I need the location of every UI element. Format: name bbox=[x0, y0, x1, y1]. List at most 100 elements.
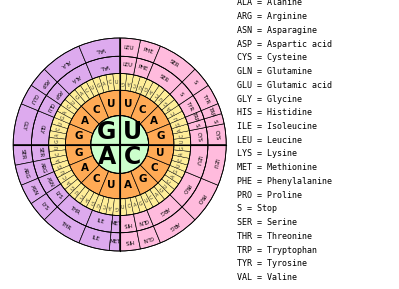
Wedge shape bbox=[120, 73, 126, 90]
Text: ASP: ASP bbox=[39, 77, 50, 88]
Text: A: A bbox=[127, 80, 131, 85]
Text: C: C bbox=[127, 204, 131, 209]
Text: C: C bbox=[66, 104, 72, 110]
Text: G: G bbox=[75, 131, 83, 141]
Wedge shape bbox=[145, 82, 159, 99]
Wedge shape bbox=[120, 116, 148, 144]
Wedge shape bbox=[174, 138, 191, 144]
Wedge shape bbox=[146, 144, 174, 165]
Text: ASN: ASN bbox=[45, 176, 54, 188]
Wedge shape bbox=[162, 99, 179, 114]
Wedge shape bbox=[130, 75, 140, 92]
Wedge shape bbox=[69, 183, 85, 199]
Text: U: U bbox=[124, 99, 132, 109]
Text: ALA: ALA bbox=[60, 58, 71, 68]
Text: C: C bbox=[178, 158, 183, 162]
Wedge shape bbox=[179, 95, 201, 117]
Wedge shape bbox=[93, 77, 104, 95]
Text: S: S bbox=[178, 91, 184, 97]
Text: A: A bbox=[66, 179, 72, 185]
Text: G: G bbox=[138, 201, 143, 206]
Wedge shape bbox=[140, 155, 170, 183]
Text: ARG: ARG bbox=[168, 220, 180, 231]
Text: LYS: LYS bbox=[53, 190, 63, 200]
Text: C: C bbox=[154, 91, 160, 97]
Text: G: G bbox=[159, 188, 165, 194]
Wedge shape bbox=[49, 131, 67, 139]
Wedge shape bbox=[86, 210, 113, 232]
Text: ALA = Alanine: ALA = Alanine bbox=[237, 0, 302, 8]
Text: S: S bbox=[211, 118, 217, 123]
Text: U: U bbox=[70, 99, 76, 105]
Text: ASP: ASP bbox=[53, 88, 63, 99]
Wedge shape bbox=[135, 194, 147, 212]
Wedge shape bbox=[79, 38, 120, 63]
Text: C: C bbox=[170, 110, 176, 115]
Text: ARG: ARG bbox=[22, 166, 31, 179]
Text: G: G bbox=[70, 184, 76, 190]
Text: C: C bbox=[150, 163, 158, 173]
Text: C: C bbox=[102, 202, 107, 208]
Text: GLY: GLY bbox=[38, 124, 45, 134]
Wedge shape bbox=[44, 207, 86, 243]
Wedge shape bbox=[49, 144, 66, 151]
Wedge shape bbox=[131, 165, 158, 194]
Wedge shape bbox=[50, 124, 68, 134]
Text: C: C bbox=[179, 133, 184, 137]
Wedge shape bbox=[109, 232, 120, 251]
Text: U: U bbox=[60, 168, 66, 174]
Wedge shape bbox=[150, 186, 165, 203]
Text: G: G bbox=[90, 198, 96, 204]
Wedge shape bbox=[173, 131, 190, 139]
Text: TRP = Tryptophan: TRP = Tryptophan bbox=[237, 246, 318, 255]
Text: PHE: PHE bbox=[137, 64, 148, 72]
Wedge shape bbox=[65, 124, 93, 144]
Wedge shape bbox=[120, 231, 140, 251]
Wedge shape bbox=[158, 94, 175, 110]
Wedge shape bbox=[79, 226, 111, 251]
Wedge shape bbox=[113, 73, 120, 90]
Text: A: A bbox=[63, 110, 69, 115]
Wedge shape bbox=[170, 172, 201, 207]
Wedge shape bbox=[140, 192, 153, 210]
Wedge shape bbox=[52, 117, 69, 129]
Text: PRO: PRO bbox=[181, 183, 191, 194]
Text: G: G bbox=[96, 83, 101, 88]
Text: A: A bbox=[124, 180, 132, 190]
Text: GLN: GLN bbox=[137, 217, 149, 225]
Text: VAL: VAL bbox=[99, 63, 109, 70]
Text: C: C bbox=[167, 179, 173, 185]
Wedge shape bbox=[69, 106, 99, 134]
Text: U: U bbox=[156, 148, 165, 158]
Text: G: G bbox=[176, 121, 182, 126]
Text: TYR = Tyrosine: TYR = Tyrosine bbox=[237, 259, 307, 268]
Text: G: G bbox=[75, 148, 83, 158]
Text: ASN: ASN bbox=[29, 184, 39, 197]
Text: G: G bbox=[115, 205, 119, 210]
Wedge shape bbox=[201, 104, 221, 119]
Wedge shape bbox=[65, 94, 81, 110]
Text: LYS: LYS bbox=[40, 201, 49, 211]
Text: C: C bbox=[93, 174, 101, 184]
Text: HIS: HIS bbox=[123, 221, 132, 227]
Text: SER: SER bbox=[38, 147, 43, 158]
Text: C: C bbox=[85, 88, 90, 94]
Text: C: C bbox=[149, 195, 155, 201]
Wedge shape bbox=[172, 124, 190, 134]
Text: LEU: LEU bbox=[124, 45, 134, 51]
Wedge shape bbox=[165, 170, 182, 184]
Text: A: A bbox=[133, 202, 137, 208]
Text: CYS: CYS bbox=[196, 131, 202, 142]
Text: U: U bbox=[55, 146, 60, 149]
Wedge shape bbox=[49, 150, 67, 158]
Wedge shape bbox=[33, 158, 54, 178]
Wedge shape bbox=[57, 63, 93, 94]
Text: A: A bbox=[109, 204, 113, 209]
Text: GLY: GLY bbox=[21, 120, 28, 131]
Wedge shape bbox=[162, 175, 179, 190]
Wedge shape bbox=[75, 86, 89, 103]
Text: U: U bbox=[138, 83, 143, 88]
Wedge shape bbox=[38, 172, 61, 194]
Wedge shape bbox=[168, 111, 185, 124]
Text: ARG: ARG bbox=[158, 205, 170, 216]
